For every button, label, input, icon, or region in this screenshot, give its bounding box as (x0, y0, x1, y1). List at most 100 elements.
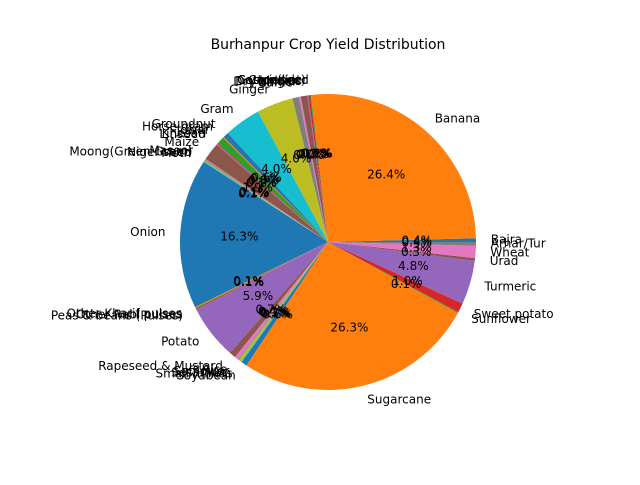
slice-percent-garlic: 0.7% (293, 148, 324, 162)
slice-percent-dry-ginger: 0.2% (296, 147, 327, 161)
slice-wheat (328, 242, 476, 259)
slice-percent-maize: 1.9% (242, 180, 273, 194)
slice-bajra (328, 238, 476, 242)
slice-label-dry-ginger: Dry ginger (233, 75, 297, 89)
slice-label-small-millets: Small millets (156, 367, 233, 381)
slice-percent-safflower: 0.1% (259, 305, 290, 319)
slice-label-niger-seed: Niger seed (127, 145, 192, 159)
slice-label-garlic: Garlic (257, 76, 292, 90)
slice-sweet-potato (328, 242, 463, 313)
slice-percent-sweet-potato: 1.0% (392, 274, 423, 288)
slice-sugarcane (246, 242, 458, 391)
slice-dry-ginger (298, 96, 328, 242)
slice-percent-masoor: 0.1% (239, 185, 270, 199)
slice-percent-sugarcane: 26.3% (330, 321, 368, 335)
slice-sunflower (328, 242, 459, 313)
slice-label-maize: Maize (164, 135, 199, 149)
slice-percent-cotton-lint: 0.1% (301, 147, 332, 161)
slice-label-groundnut: Groundnut (151, 117, 215, 131)
slice-label-moth: Moth (161, 146, 191, 160)
slice-label-onion: Onion (130, 225, 165, 239)
slice-percent-jowar: 0.8% (248, 174, 279, 188)
slice-label-horse-gram: Horse-gram (142, 119, 213, 133)
slice-safflower (237, 242, 328, 361)
slice-other-kharif-pulses (195, 242, 328, 308)
slice-percent-rice: 0.4% (258, 304, 289, 318)
slice-percent-gram: 4.0% (261, 162, 292, 176)
slice-label-banana: Banana (435, 112, 481, 126)
slice-label-khesari: Khesari (162, 126, 207, 140)
slice-percent-urad: 0.3% (401, 245, 432, 259)
chart-title: Burhanpur Crop Yield Distribution (211, 37, 446, 53)
slice-percent-moth: 0.1% (238, 186, 269, 200)
slice-khesari (217, 143, 328, 242)
slice-percent-peas-beans-pulses: 0.1% (234, 275, 265, 289)
slice-niger-seed (203, 160, 328, 242)
slice-label-jowar: Jowar (176, 123, 210, 137)
slice-label-sunflower: Sunflower (471, 312, 531, 326)
slice-label-moong-green-gram: Moong(Green Gram) (69, 144, 192, 158)
slice-ginger (257, 98, 328, 243)
slice-percent-horse-gram: 0.1% (250, 172, 281, 186)
slice-percent-small-millets: 0.1% (261, 307, 292, 321)
slice-label-sweet-potato: Sweet potato (474, 307, 554, 321)
slice-urad (328, 242, 476, 261)
slice-percent-moong-green-gram: 0.1% (239, 185, 270, 199)
slice-rapeseed-mustard (229, 242, 328, 358)
pie-slices (180, 93, 476, 391)
slice-percent-wheat: 1.3% (401, 241, 432, 255)
slice-sesamum (238, 242, 328, 362)
slice-label-other-rabi-pulses: Other Rabi pulses (76, 308, 183, 322)
slice-label-rapeseed-mustard: Rapeseed & Mustard (98, 359, 223, 373)
slice-percent-dry-chillies: 0.7% (298, 147, 329, 161)
slice-percent-linseed: 0.1% (246, 176, 277, 190)
slice-banana (310, 93, 476, 243)
slice-percent-potato: 5.9% (243, 289, 274, 303)
slice-label-bajra: Bajra (491, 232, 522, 246)
slice-percent-onion: 16.3% (220, 229, 258, 243)
slice-peas-beans-pulses (195, 242, 328, 310)
slice-percent-soyabean: 0.6% (262, 308, 293, 322)
slice-percent-sunflower: 0.1% (391, 277, 422, 291)
slice-maize (205, 144, 328, 242)
slice-percent-bajra: 0.4% (402, 233, 433, 247)
slice-percent-castor-seed: 0.1% (302, 146, 333, 160)
slice-onion (180, 162, 328, 308)
slice-label-sesamum: Sesamum (171, 365, 231, 379)
slice-percent-other-rabi-pulses: 0.1% (233, 274, 264, 288)
slice-percent-arhar-tur: 0.4% (402, 236, 433, 250)
slice-turmeric (328, 242, 475, 304)
slice-label-arhar-tur: Arhar/Tur (491, 237, 546, 251)
slice-potato (196, 242, 328, 353)
slice-percent-ginger: 4.0% (281, 152, 312, 166)
slice-percent-coriander: 0.2% (301, 146, 332, 160)
slice-label-linseed: Linseed (159, 127, 205, 141)
slice-coriander (308, 95, 328, 242)
slice-label-sugarcane: Sugarcane (367, 393, 431, 407)
pie-labels: Bajra Banana Castor seedCorianderCotton(li… (51, 73, 554, 407)
slice-dry-chillies (300, 95, 328, 242)
slice-garlic (292, 96, 328, 242)
slice-label-peas-beans-pulses: Peas & beans (Pulses) (51, 308, 183, 322)
slice-moong-green-gram (204, 159, 328, 242)
slice-arhar-tur (328, 242, 476, 246)
slice-label-soyabean: Soyabean (176, 369, 235, 383)
slice-label-castor-seed: Castor seed (237, 73, 308, 87)
slice-percent-groundnut: 0.6% (251, 170, 282, 184)
slice-label-ginger: Ginger (229, 83, 269, 97)
slice-castor-seed (310, 94, 328, 242)
slice-rice (234, 242, 328, 360)
slice-jowar (217, 137, 328, 242)
slice-groundnut (223, 133, 328, 242)
slice-label-masoor: Masoor (149, 144, 193, 158)
slice-label-turmeric: Turmeric (484, 279, 537, 293)
slice-percent-other-kharif-pulses: 0.1% (233, 274, 264, 288)
slice-label-other-kharif-pulses: Other Kharif pulses (67, 307, 182, 321)
slice-label-urad: Urad (490, 254, 519, 268)
slice-masoor (205, 158, 328, 242)
slice-label-gram: Gram (200, 102, 233, 116)
slice-horse-gram (223, 137, 328, 242)
slice-linseed (216, 143, 328, 242)
slice-gram (227, 111, 328, 242)
